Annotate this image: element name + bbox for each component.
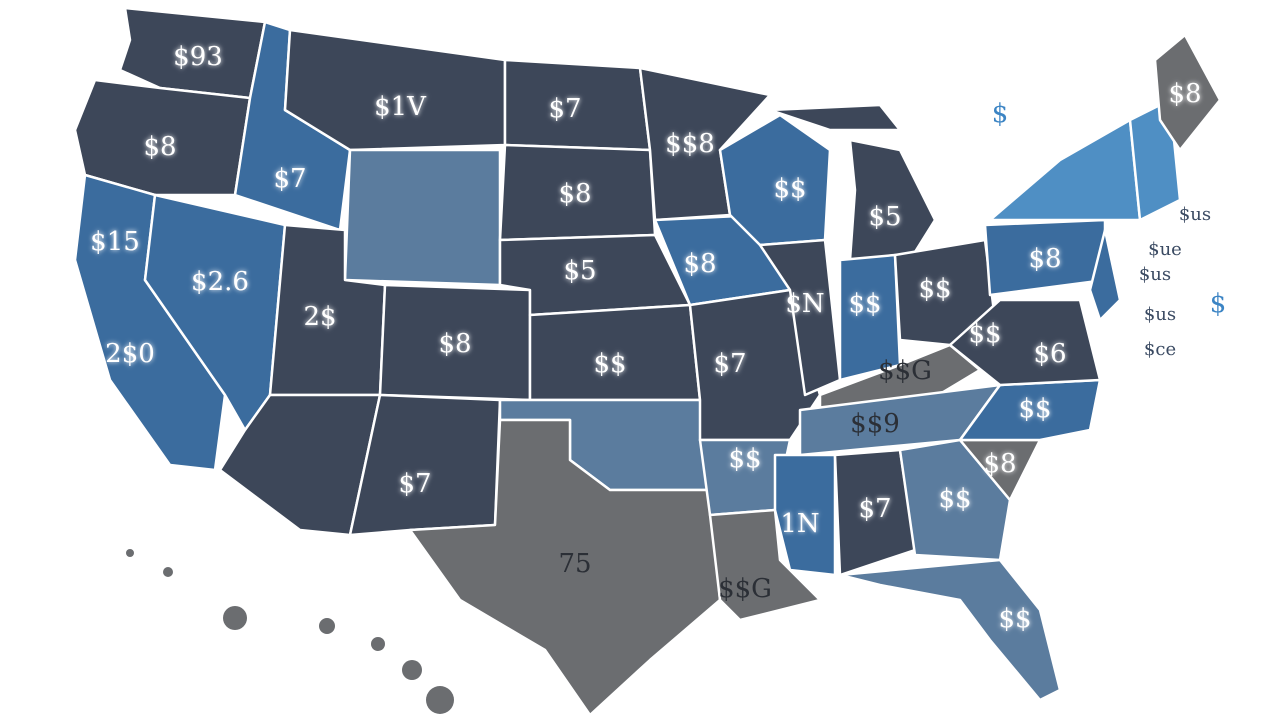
price-label: $$ — [918, 274, 951, 304]
state-nj-md — [1088, 228, 1122, 322]
price-label: $us — [1179, 204, 1211, 225]
state-mi-upper — [768, 103, 902, 132]
price-label: $7 — [548, 94, 581, 124]
price-label: $$8 — [665, 129, 715, 159]
price-labels: $93$1V $7$$8$8$7 $8$15$2.6$8$52$$82$0$N$$$… — [90, 42, 1226, 634]
state-va — [948, 298, 1102, 387]
state-me — [1153, 33, 1222, 152]
price-label: $2.6 — [191, 267, 249, 297]
price-label: $$G — [718, 574, 772, 604]
price-label: $5 — [868, 202, 901, 232]
price-label: $8 — [1168, 79, 1201, 109]
price-label: $8 — [983, 449, 1016, 479]
state-mt — [283, 28, 507, 152]
price-label: $ — [992, 99, 1009, 129]
price-label: $$G — [878, 356, 932, 386]
state-nc — [958, 378, 1102, 442]
price-label: $us — [1139, 264, 1171, 285]
price-label: $7 — [713, 349, 746, 379]
hawaii — [126, 549, 454, 714]
price-label: $$ — [968, 319, 1001, 349]
state-il — [758, 238, 842, 397]
price-label: 2$0 — [105, 339, 155, 369]
state-or — [73, 78, 252, 197]
state-ga — [898, 438, 1012, 562]
price-label: $7 — [398, 469, 431, 499]
price-label: $ — [1210, 289, 1227, 319]
price-label: $7 — [273, 164, 306, 194]
price-label: $8 — [558, 179, 591, 209]
price-label: 75 — [558, 549, 591, 579]
price-label: $ce — [1144, 339, 1176, 360]
price-label: $8 — [1028, 244, 1061, 274]
price-label: $8 — [143, 132, 176, 162]
price-label: 1N — [780, 509, 819, 539]
state-wy — [343, 148, 502, 287]
price-label: $N — [785, 289, 824, 319]
price-label: $$ — [593, 349, 626, 379]
price-label: $$ — [1018, 394, 1051, 424]
price-label: $93 — [173, 42, 223, 72]
price-label: $7 — [858, 494, 891, 524]
price-label: $ue — [1148, 239, 1182, 260]
state-ny — [988, 118, 1142, 222]
price-label: $1V — [374, 92, 427, 122]
price-label: $$ — [998, 604, 1031, 634]
price-label: $$ — [938, 484, 971, 514]
price-label: $$ — [848, 289, 881, 319]
price-label: $15 — [90, 227, 140, 257]
price-label: $8 — [683, 249, 716, 279]
price-label: $us — [1144, 304, 1176, 325]
state-tx — [408, 418, 722, 717]
price-label: 2$ — [303, 302, 336, 332]
price-label: $$9 — [850, 409, 900, 439]
state-mi — [848, 138, 937, 262]
price-label: $8 — [438, 329, 471, 359]
price-label: $$ — [773, 174, 806, 204]
price-label: $6 — [1033, 339, 1066, 369]
price-label: $5 — [563, 256, 596, 286]
state-fl — [838, 558, 1062, 702]
state-ms — [773, 453, 837, 577]
states — [73, 6, 1222, 717]
price-label: $$ — [728, 444, 761, 474]
